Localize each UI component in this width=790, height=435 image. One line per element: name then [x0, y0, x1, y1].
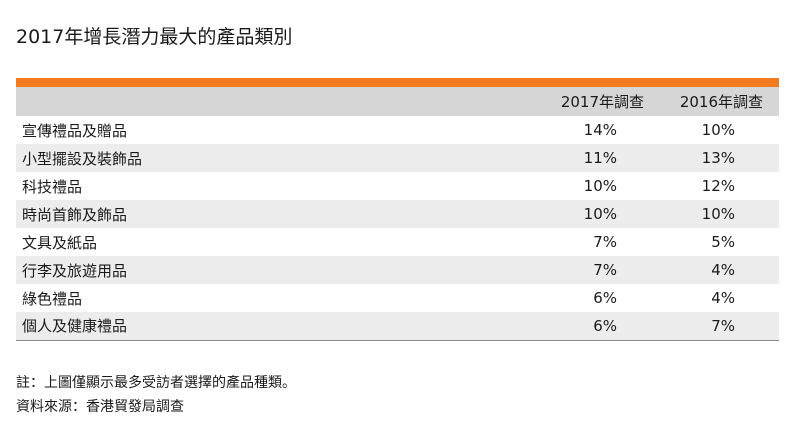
- value-2016: 13%: [701, 149, 735, 167]
- value-2017: 10%: [583, 177, 617, 195]
- row-label: 個人及健康禮品: [22, 317, 128, 336]
- value-2016: 7%: [711, 316, 735, 335]
- data-table: 2017年調查 2016年調查 宣傳禮品及贈品 14% 10% 小型擺設及裝飾品…: [16, 87, 779, 341]
- header-2017: 2017年調查: [560, 93, 644, 111]
- table-row: 綠色禮品 6% 4%: [16, 284, 779, 312]
- row-label: 宣傳禮品及贈品: [22, 121, 128, 140]
- table-row: 行李及旅遊用品 7% 4%: [16, 256, 779, 284]
- table-row: 科技禮品 10% 12%: [16, 172, 779, 200]
- row-label: 科技禮品: [22, 177, 83, 196]
- value-2017: 6%: [593, 289, 617, 307]
- table-row: 宣傳禮品及贈品 14% 10%: [16, 116, 779, 144]
- value-2017: 7%: [593, 261, 617, 279]
- source-note: 資料來源：香港貿發局調查: [16, 399, 184, 415]
- header-2016: 2016年調查: [679, 93, 763, 111]
- table-header-row: 2017年調查 2016年調查: [16, 87, 779, 116]
- header-category: [16, 87, 486, 116]
- value-2017: 11%: [583, 149, 617, 167]
- row-label: 行李及旅遊用品: [22, 261, 128, 280]
- value-2016: 4%: [711, 289, 735, 307]
- value-2017: 7%: [593, 233, 617, 251]
- value-2017: 10%: [583, 205, 617, 223]
- row-label: 時尚首飾及飾品: [22, 205, 128, 224]
- value-2016: 5%: [711, 233, 735, 251]
- accent-bar: [16, 78, 779, 87]
- footnote: 註：上圖僅顯示最多受訪者選擇的產品種類。: [16, 375, 296, 391]
- page-title: 2017年增長潛力最大的產品類別: [16, 26, 293, 48]
- value-2017: 14%: [583, 121, 617, 139]
- row-label: 文具及紙品: [22, 233, 98, 252]
- value-2016: 4%: [711, 261, 735, 279]
- row-label: 小型擺設及裝飾品: [22, 149, 143, 168]
- table-row: 個人及健康禮品 6% 7%: [16, 312, 779, 340]
- table-row: 文具及紙品 7% 5%: [16, 228, 779, 256]
- value-2016: 10%: [701, 205, 735, 223]
- value-2016: 10%: [701, 121, 735, 139]
- value-2016: 12%: [701, 177, 735, 195]
- value-2017: 6%: [593, 316, 617, 335]
- table-row: 小型擺設及裝飾品 11% 13%: [16, 144, 779, 172]
- row-label: 綠色禮品: [22, 289, 83, 308]
- table-row: 時尚首飾及飾品 10% 10%: [16, 200, 779, 228]
